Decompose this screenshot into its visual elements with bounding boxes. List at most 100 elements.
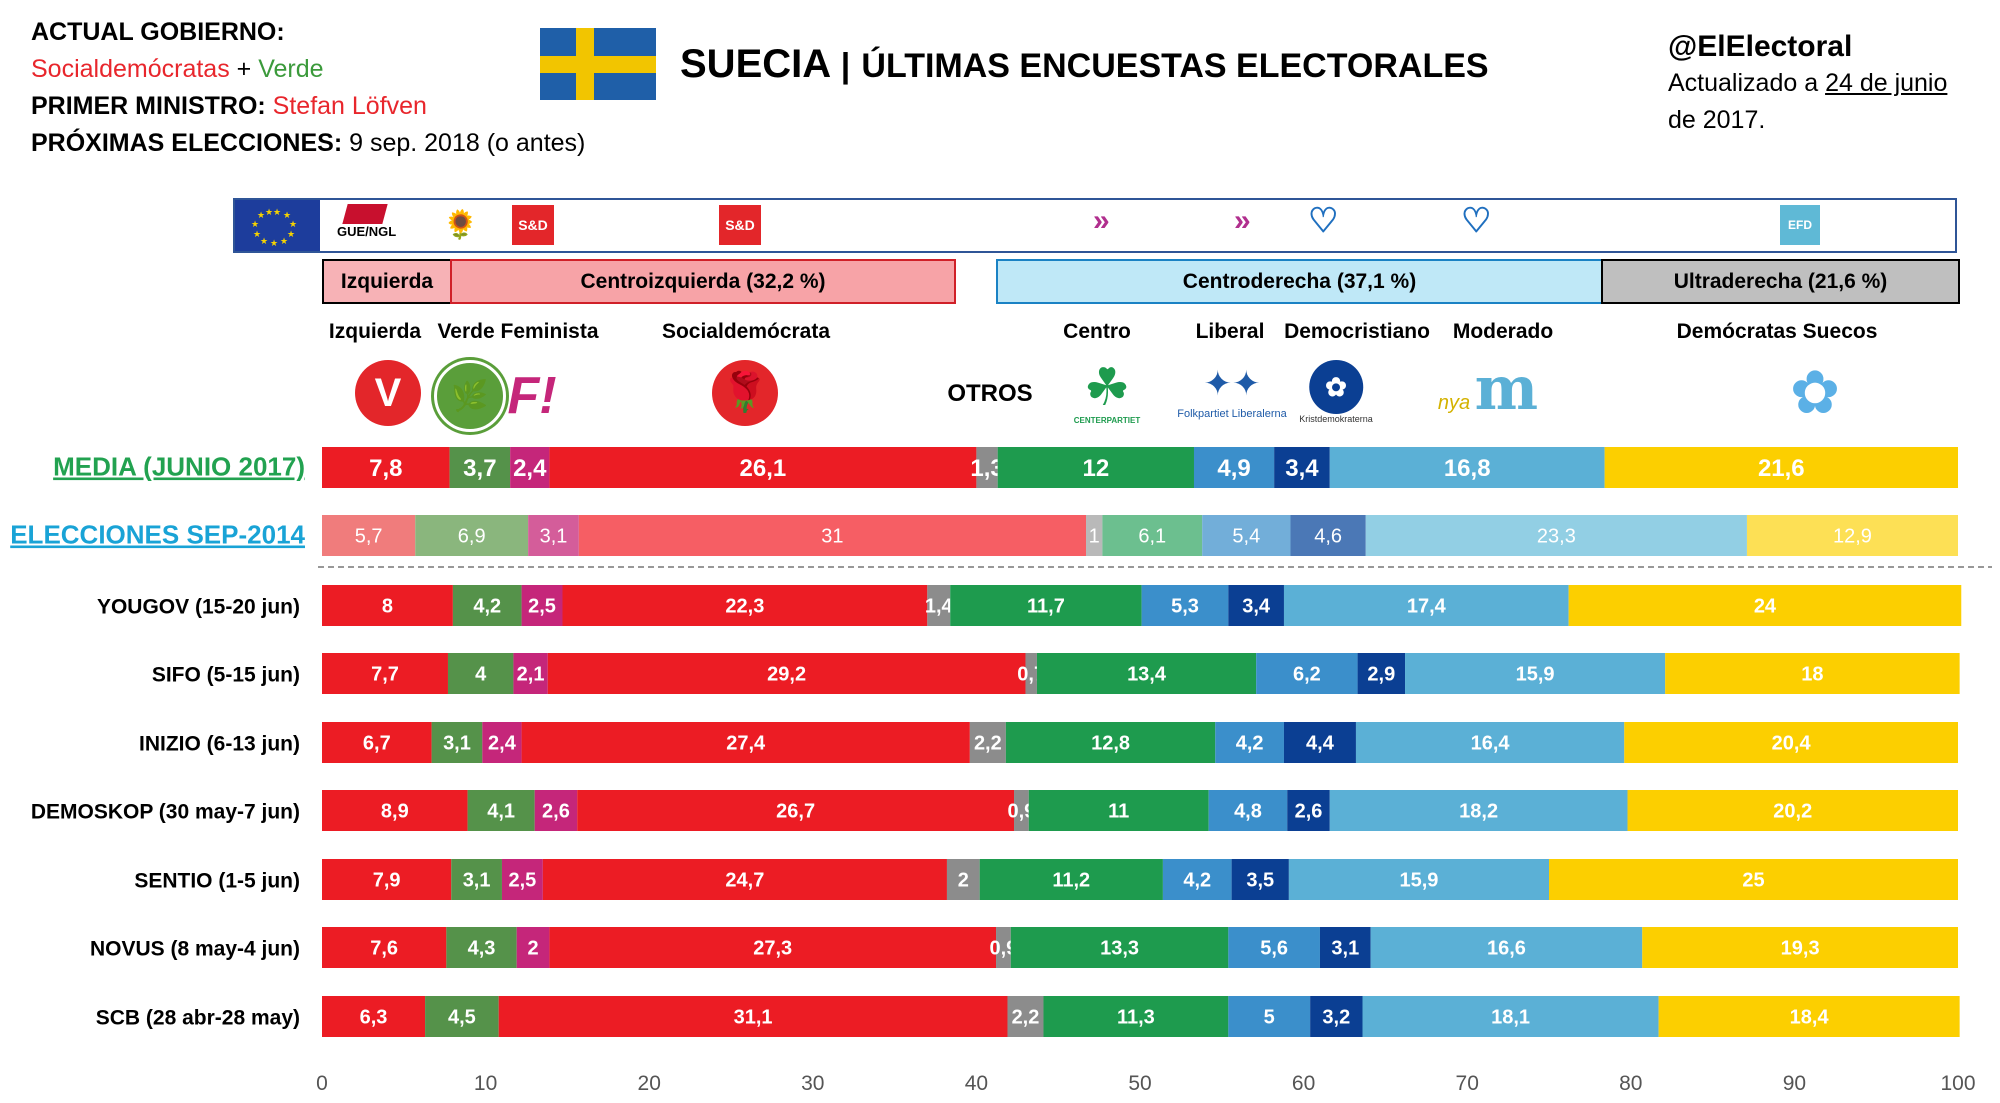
guengl-logo: GUE/NGL <box>337 204 396 239</box>
alde-icon: » <box>1093 204 1110 237</box>
bar-segment-kd <box>1283 722 1356 763</box>
bar-segment-o <box>1025 653 1037 694</box>
data-label: 24 <box>1754 596 1777 618</box>
x-tick-label: 50 <box>1128 1072 1151 1095</box>
data-label: 15,9 <box>1399 870 1438 892</box>
bar-segment-kd <box>1287 790 1330 831</box>
bar-segment-c <box>1010 927 1229 968</box>
bar-segment-o <box>969 722 1006 763</box>
bar-segment-mp <box>451 859 502 900</box>
data-label: 11,3 <box>1117 1007 1155 1029</box>
bar-segment-v <box>322 859 452 900</box>
bar-segment-sd <box>1627 790 1958 831</box>
data-label: 16,6 <box>1487 938 1526 960</box>
x-tick-label: 20 <box>638 1072 661 1095</box>
data-label: 31 <box>821 526 843 548</box>
bar-segment-c <box>950 585 1142 626</box>
data-label: 21,6 <box>1758 455 1805 482</box>
data-label: 11,7 <box>1027 596 1065 618</box>
bar-segment-v <box>322 927 447 968</box>
data-label: 7,9 <box>373 870 401 892</box>
kd-logo-text: Kristdemokraterna <box>1299 414 1373 424</box>
bar-segment-mp <box>415 515 529 556</box>
data-label: 6,1 <box>1138 526 1166 548</box>
data-label: 3,4 <box>1242 596 1271 618</box>
bar-segment-s <box>562 585 928 626</box>
data-label: 4,3 <box>468 938 496 960</box>
data-label: 0,9 <box>989 938 1017 960</box>
data-label: 4,2 <box>1183 870 1211 892</box>
data-label: 4,2 <box>1236 733 1264 755</box>
gov-party-1: Socialdemócratas <box>31 55 230 83</box>
x-tick-label: 100 <box>1940 1072 1975 1095</box>
source-info: @ElElectoral Actualizado a 24 de junio d… <box>1668 28 1947 139</box>
bar-segment-l <box>1208 790 1288 831</box>
data-label: 15,9 <box>1516 664 1555 686</box>
data-label: 3,1 <box>463 870 491 892</box>
bar-segment-kd <box>1310 996 1363 1037</box>
data-label: 7,7 <box>371 664 399 686</box>
data-label: 3,4 <box>1285 455 1319 482</box>
bar-segment-s <box>549 927 997 968</box>
data-label: 6,7 <box>363 733 391 755</box>
data-label: 18 <box>1801 664 1823 686</box>
party-name-mp: Verde Feminista <box>437 320 599 343</box>
data-label: 2,4 <box>513 455 547 482</box>
bar-segment-fi <box>534 790 578 831</box>
eu-groups-strip: ★ ★ ★ ★ ★ ★ ★ ★ ★ ★ ★ GUE/NGL 🌻 S&D S&D » » ♡… <box>233 198 1957 253</box>
data-label: 4,1 <box>487 801 515 823</box>
data-label: 12,9 <box>1833 526 1872 548</box>
bar-segment-c <box>1043 996 1229 1037</box>
source-handle: @ElElectoral <box>1668 30 1853 63</box>
party-name-l: Liberal <box>1195 320 1265 343</box>
data-label: 19,3 <box>1781 938 1820 960</box>
bloc-centroizquierda-label: Centroizquierda (32,2 %) <box>580 269 826 293</box>
eu-flag-icon: ★ ★ ★ ★ ★ ★ ★ ★ ★ ★ ★ <box>235 200 320 251</box>
data-label: 17,4 <box>1407 596 1447 618</box>
epp-heart-icon: ♡ <box>1308 202 1339 240</box>
data-label: 22,3 <box>725 596 764 618</box>
data-label: 5,7 <box>355 526 383 548</box>
bar-segment-sd <box>1604 447 1958 488</box>
bar-segment-v <box>322 515 416 556</box>
data-label: 3,2 <box>1322 1007 1350 1029</box>
guengl-label: GUE/NGL <box>337 224 397 239</box>
x-tick-label: 0 <box>316 1072 328 1095</box>
efdd-logo: EFD <box>1780 205 1820 245</box>
bar-segment-m <box>1405 653 1666 694</box>
data-label: 3,1 <box>1331 938 1359 960</box>
updated-date: 24 de junio <box>1825 69 1948 97</box>
government-info: ACTUAL GOBIERNO: Socialdemócratas + Verd… <box>31 14 585 162</box>
sweden-flag-icon <box>540 28 656 100</box>
row-label: SIFO (5-15 jun) <box>152 664 300 687</box>
bar-segment-l <box>1228 996 1311 1037</box>
bar-segment-o <box>976 447 998 488</box>
data-label: 2 <box>958 870 969 892</box>
bar-segment-l <box>1193 447 1275 488</box>
data-label: 26,1 <box>740 455 787 482</box>
centerpartiet-logo-text: CENTERPARTIET <box>1073 416 1141 425</box>
bloc-centroizquierda: Centroizquierda (32,2 %) <box>450 259 956 304</box>
bar-segment-s <box>547 653 1026 694</box>
updated-suffix: de 2017. <box>1668 106 1766 134</box>
bar-segment-m <box>1362 996 1659 1037</box>
bar-segment-v <box>322 722 432 763</box>
data-label: 5,6 <box>1260 938 1288 960</box>
bar-segment-m <box>1365 515 1747 556</box>
sd-group-logo-2: S&D <box>719 205 761 245</box>
data-label: 24,7 <box>725 870 764 892</box>
row-label: NOVUS (8 may-4 jun) <box>90 938 300 961</box>
bar-segment-c <box>1102 515 1203 556</box>
row-label: SCB (28 abr-28 may) <box>96 1007 300 1030</box>
bar-segment-m <box>1283 585 1569 626</box>
party-name-kd: Democristiano <box>1284 320 1430 343</box>
pm-name: Stefan Löfven <box>272 92 427 120</box>
bar-segment-s <box>542 859 947 900</box>
feministiskt-initiativ-logo: F! <box>507 367 557 425</box>
bar-segment-sd <box>1658 996 1960 1037</box>
bar-segment-c <box>1036 653 1257 694</box>
data-label: 2,9 <box>1367 664 1395 686</box>
data-label: 16,8 <box>1444 455 1491 482</box>
data-label: 1,3 <box>970 455 1003 482</box>
updated-prefix: Actualizado a <box>1668 69 1819 97</box>
